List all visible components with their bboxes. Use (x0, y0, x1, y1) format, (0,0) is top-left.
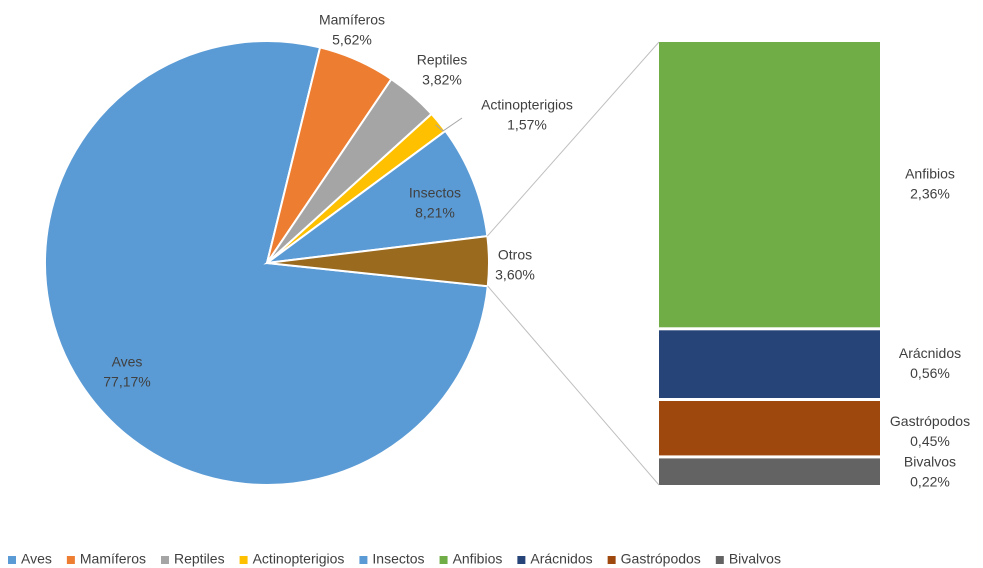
legend-swatch (239, 556, 248, 564)
pie-value-label: 3,60% (495, 267, 535, 283)
pie-value-label: 77,17% (103, 374, 150, 390)
pie-label: Actinopterigios (481, 97, 573, 113)
bar-label: Arácnidos (899, 345, 961, 361)
legend-swatch (715, 556, 724, 564)
legend-swatch (607, 556, 616, 564)
bar-segment (659, 330, 880, 399)
pie-label: Otros (498, 247, 532, 263)
bar-segment (659, 42, 880, 328)
pie-value-label: 8,21% (415, 205, 455, 221)
pie-label: Insectos (409, 185, 461, 201)
legend-label: Actinopterigios (253, 551, 345, 567)
pie-value-label: 1,57% (507, 117, 547, 133)
pie-label: Aves (112, 354, 143, 370)
bar-label: Bivalvos (904, 454, 956, 470)
legend-label: Insectos (372, 551, 424, 567)
bar-label: Gastrópodos (890, 413, 970, 429)
legend-swatch (359, 556, 368, 564)
bar-segment (659, 458, 880, 485)
bar-value-label: 0,56% (910, 365, 950, 381)
bar-label: Anfibios (905, 165, 955, 181)
legend-label: Bivalvos (729, 551, 781, 567)
bar-segment (659, 401, 880, 456)
pie-slice (263, 129, 489, 265)
legend-label: Mamíferos (80, 551, 146, 567)
legend-label: Gastrópodos (621, 551, 701, 567)
legend-swatch (439, 556, 448, 564)
pie-label: Mamíferos (319, 12, 385, 28)
legend-label: Anfibios (453, 551, 503, 567)
legend-label: Reptiles (174, 551, 225, 567)
connector (486, 41, 660, 237)
bar-value-label: 0,45% (910, 433, 950, 449)
bar-value-label: 0,22% (910, 474, 950, 490)
legend-swatch (66, 556, 75, 564)
legend-swatch (161, 556, 169, 564)
legend-swatch (517, 556, 526, 564)
leader-line (435, 117, 463, 132)
legend-label: Aves (21, 551, 52, 567)
pie-slice (266, 234, 490, 288)
pie-label: Reptiles (417, 52, 468, 68)
bar-value-label: 2,36% (910, 185, 950, 201)
legend-swatch (8, 556, 16, 564)
pie-value-label: 5,62% (332, 32, 372, 48)
pie-value-label: 3,82% (422, 72, 462, 88)
legend-label: Arácnidos (530, 551, 592, 567)
connector (487, 285, 660, 486)
